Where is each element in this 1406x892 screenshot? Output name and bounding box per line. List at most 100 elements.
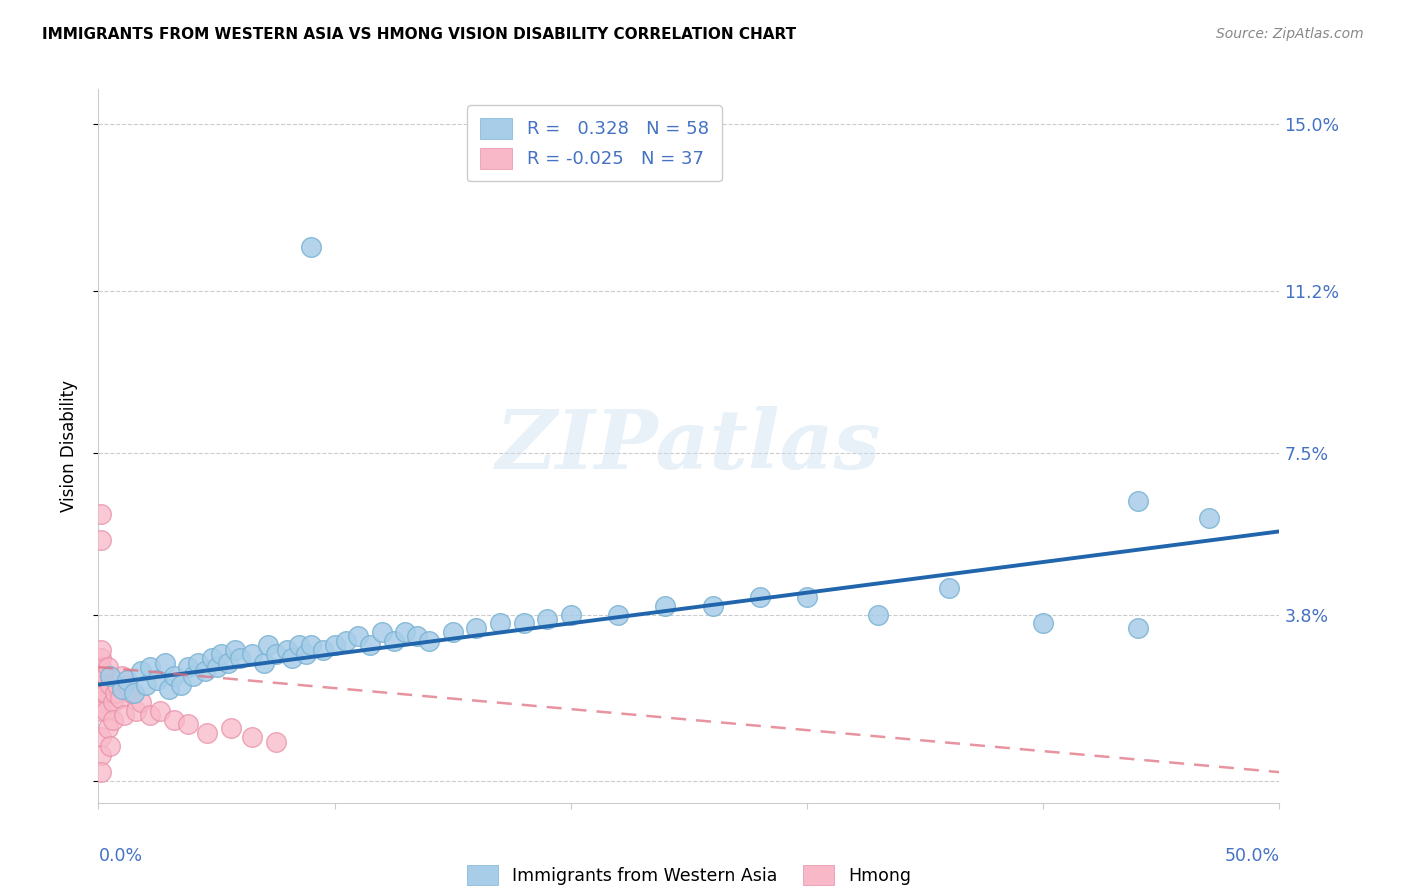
Point bbox=[90, 642, 112, 657]
Point bbox=[240, 647, 263, 661]
Text: 50.0%: 50.0% bbox=[1225, 847, 1279, 864]
Point bbox=[406, 629, 429, 643]
Y-axis label: Vision Disability: Vision Disability bbox=[59, 380, 77, 512]
Point bbox=[219, 722, 242, 736]
Point bbox=[90, 704, 112, 718]
Point bbox=[115, 677, 138, 691]
Point bbox=[90, 651, 112, 665]
Point bbox=[394, 625, 416, 640]
Point bbox=[299, 240, 322, 254]
Point bbox=[201, 651, 224, 665]
Point bbox=[101, 713, 124, 727]
Point bbox=[288, 638, 311, 652]
Point bbox=[97, 722, 120, 736]
Point bbox=[90, 660, 112, 674]
Point bbox=[129, 695, 152, 709]
Point bbox=[465, 621, 488, 635]
Point bbox=[441, 625, 464, 640]
Point bbox=[139, 708, 162, 723]
Point bbox=[163, 713, 186, 727]
Point bbox=[240, 730, 263, 744]
Point bbox=[536, 612, 558, 626]
Point bbox=[217, 656, 239, 670]
Point bbox=[177, 660, 200, 674]
Point bbox=[264, 647, 287, 661]
Point bbox=[90, 507, 112, 521]
Point bbox=[1126, 621, 1149, 635]
Point bbox=[90, 677, 112, 691]
Point bbox=[866, 607, 889, 622]
Point bbox=[135, 677, 157, 691]
Point bbox=[489, 616, 512, 631]
Point bbox=[796, 590, 818, 604]
Text: 0.0%: 0.0% bbox=[98, 847, 142, 864]
Point bbox=[90, 730, 112, 744]
Point bbox=[94, 704, 117, 718]
Point bbox=[418, 633, 440, 648]
Point bbox=[101, 695, 124, 709]
Legend: Immigrants from Western Asia, Hmong: Immigrants from Western Asia, Hmong bbox=[456, 855, 922, 892]
Point bbox=[312, 642, 335, 657]
Point bbox=[205, 660, 228, 674]
Point bbox=[105, 677, 128, 691]
Point bbox=[359, 638, 381, 652]
Point bbox=[153, 656, 176, 670]
Point bbox=[276, 642, 298, 657]
Point bbox=[209, 647, 232, 661]
Point bbox=[1126, 493, 1149, 508]
Point bbox=[195, 725, 218, 739]
Point bbox=[139, 660, 162, 674]
Point bbox=[512, 616, 534, 631]
Point bbox=[560, 607, 582, 622]
Point bbox=[181, 669, 204, 683]
Point bbox=[299, 638, 322, 652]
Text: ZIPatlas: ZIPatlas bbox=[496, 406, 882, 486]
Point bbox=[371, 625, 394, 640]
Point bbox=[90, 665, 112, 679]
Point bbox=[98, 739, 121, 753]
Point bbox=[122, 686, 145, 700]
Point bbox=[194, 665, 217, 679]
Point bbox=[115, 673, 138, 688]
Point bbox=[90, 533, 112, 548]
Point bbox=[112, 708, 135, 723]
Point bbox=[607, 607, 630, 622]
Point bbox=[157, 681, 180, 696]
Point bbox=[748, 590, 770, 604]
Point bbox=[94, 686, 117, 700]
Point bbox=[177, 717, 200, 731]
Point bbox=[125, 704, 148, 718]
Text: Source: ZipAtlas.com: Source: ZipAtlas.com bbox=[1216, 27, 1364, 41]
Point bbox=[149, 704, 172, 718]
Point bbox=[94, 669, 117, 683]
Point bbox=[108, 690, 131, 705]
Point bbox=[104, 686, 127, 700]
Text: IMMIGRANTS FROM WESTERN ASIA VS HMONG VISION DISABILITY CORRELATION CHART: IMMIGRANTS FROM WESTERN ASIA VS HMONG VI… bbox=[42, 27, 796, 42]
Point bbox=[335, 633, 357, 648]
Point bbox=[702, 599, 724, 613]
Point bbox=[1198, 511, 1220, 525]
Point bbox=[163, 669, 186, 683]
Point bbox=[187, 656, 209, 670]
Point bbox=[382, 633, 405, 648]
Point bbox=[347, 629, 370, 643]
Point bbox=[281, 651, 304, 665]
Point bbox=[90, 747, 112, 762]
Point bbox=[654, 599, 676, 613]
Point bbox=[224, 642, 246, 657]
Point bbox=[264, 734, 287, 748]
Point bbox=[111, 669, 134, 683]
Point bbox=[98, 677, 121, 691]
Point bbox=[229, 651, 252, 665]
Point bbox=[253, 656, 276, 670]
Point bbox=[170, 677, 193, 691]
Point bbox=[1032, 616, 1054, 631]
Point bbox=[90, 695, 112, 709]
Point bbox=[97, 660, 120, 674]
Point bbox=[938, 582, 960, 596]
Point bbox=[98, 669, 121, 683]
Point bbox=[121, 686, 143, 700]
Point bbox=[295, 647, 318, 661]
Point bbox=[257, 638, 280, 652]
Point bbox=[90, 686, 112, 700]
